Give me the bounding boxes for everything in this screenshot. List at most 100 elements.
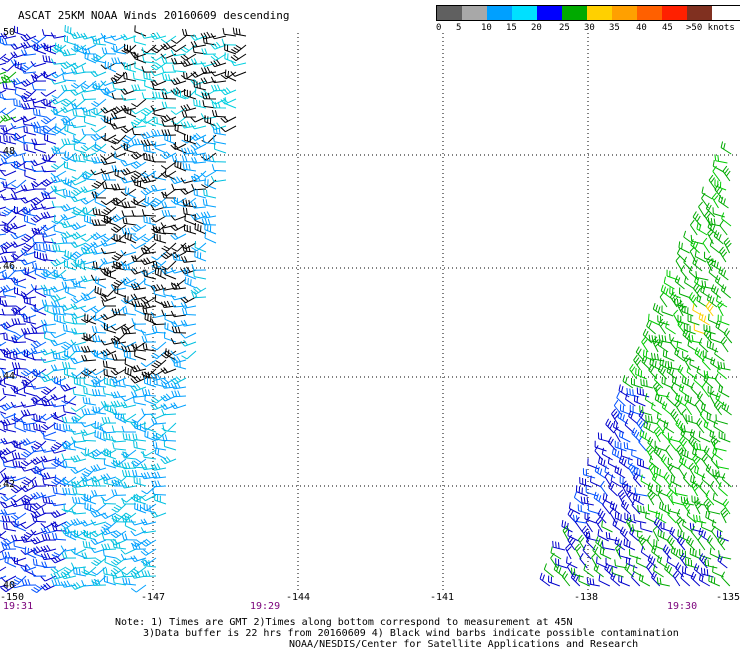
wind-barb (14, 286, 27, 298)
wind-barb (52, 486, 67, 496)
wind-barb (709, 480, 718, 497)
wind-barb (50, 285, 67, 293)
wind-barb (190, 286, 207, 295)
wind-barb (625, 392, 636, 407)
wind-barb (60, 213, 77, 221)
wind-barb (20, 438, 37, 446)
wind-barb (704, 558, 718, 569)
wind-barb (701, 381, 710, 398)
wind-barb (633, 514, 647, 524)
wind-barb (33, 414, 47, 424)
wind-barb (101, 543, 117, 551)
lat-label: 50 (3, 27, 16, 38)
wind-barb (594, 440, 607, 452)
legend-swatch (487, 6, 512, 20)
wind-barb (0, 584, 7, 588)
wind-barb (20, 348, 37, 357)
wind-barb (180, 104, 197, 112)
wind-barb (120, 401, 137, 409)
wind-barb (685, 535, 696, 551)
wind-barb (124, 295, 137, 307)
wind-barb (110, 106, 127, 115)
wind-barb (61, 236, 77, 244)
wind-barb (180, 177, 197, 184)
wind-barb (64, 34, 77, 46)
wind-barb (143, 72, 157, 82)
wind-barb (150, 215, 167, 223)
wind-barb (618, 384, 630, 398)
wind-barb (13, 368, 27, 379)
wind-barb (720, 284, 732, 299)
wind-barb (699, 409, 709, 425)
wind-barb (604, 465, 616, 479)
wind-barb (0, 440, 7, 444)
wind-barb (62, 73, 77, 82)
wind-barb (607, 457, 620, 470)
wind-barb (638, 436, 647, 452)
wind-barb (204, 178, 217, 190)
wind-barb (62, 423, 77, 433)
wind-barb (657, 338, 669, 353)
wind-barb (151, 417, 167, 425)
wind-barb (10, 116, 27, 123)
wind-barb (90, 133, 107, 142)
wind-barb (653, 445, 664, 461)
wind-barb (111, 251, 127, 261)
wind-barb (132, 433, 147, 442)
wind-barb (74, 547, 87, 559)
wind-barb (0, 71, 7, 75)
wind-barb (40, 455, 57, 463)
wind-barb (194, 250, 207, 262)
wind-barb (52, 352, 67, 361)
wind-barb (110, 400, 127, 408)
wind-barb (0, 378, 7, 388)
wind-barb (719, 220, 728, 236)
wind-barb (699, 553, 708, 569)
wind-barb (646, 444, 655, 461)
wind-barb (190, 40, 207, 48)
wind-barb (80, 32, 97, 40)
legend-label: >50 knots (686, 23, 735, 33)
wind-barb (191, 242, 207, 252)
legend-label: 40 (636, 23, 647, 33)
wind-barb (654, 393, 666, 407)
wind-barb (170, 107, 187, 115)
wind-barb (644, 393, 656, 407)
wind-barb (598, 456, 610, 470)
wind-barb (184, 276, 197, 289)
wind-barb (671, 376, 684, 389)
wind-barb (160, 35, 177, 44)
wind-barb (629, 363, 638, 380)
wind-barb (160, 367, 177, 374)
wind-barb (13, 413, 27, 424)
wind-barb (714, 373, 724, 389)
wind-barb (600, 480, 609, 497)
wind-barb (42, 432, 57, 442)
wind-barb (64, 124, 77, 136)
wind-barb (50, 393, 67, 401)
wind-barb (653, 426, 662, 443)
wind-barb (690, 238, 700, 254)
wind-barb (170, 337, 187, 345)
wind-barb (171, 57, 187, 65)
wind-barb (653, 466, 666, 479)
wind-barb (0, 113, 17, 122)
wind-barb (676, 516, 683, 533)
wind-barb (680, 572, 691, 587)
wind-barb (690, 571, 701, 587)
wind-barb (0, 508, 17, 516)
legend-label: 5 (456, 23, 462, 33)
wind-barb (51, 579, 67, 586)
wind-barb (124, 357, 137, 370)
wind-barb (30, 347, 47, 355)
wind-barb (698, 201, 706, 218)
wind-barb (70, 582, 87, 590)
wind-barb (121, 515, 137, 523)
wind-barb (90, 232, 107, 241)
wind-barb (684, 393, 696, 407)
wind-barb (80, 429, 97, 436)
wind-barb (180, 301, 197, 309)
wind-barb (134, 322, 147, 334)
wind-barb (64, 394, 77, 406)
wind-barb (110, 337, 127, 345)
